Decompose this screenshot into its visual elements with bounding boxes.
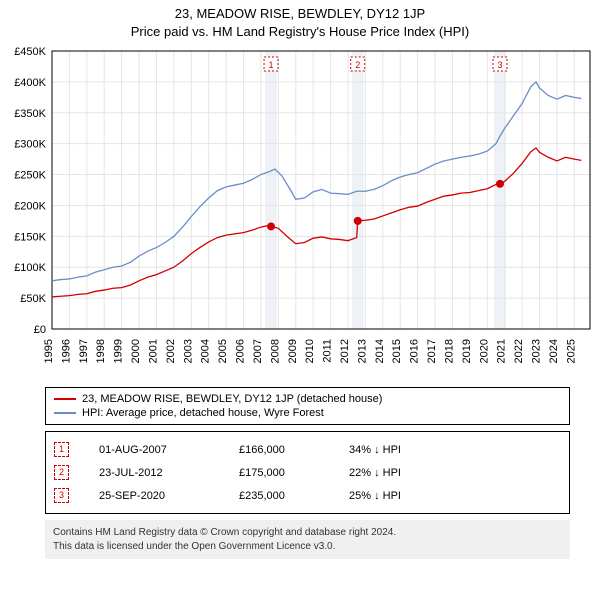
- svg-text:2019: 2019: [461, 339, 473, 363]
- svg-text:2016: 2016: [409, 339, 421, 363]
- svg-text:2001: 2001: [147, 339, 159, 363]
- svg-text:2023: 2023: [531, 339, 543, 363]
- svg-text:2002: 2002: [165, 339, 177, 363]
- svg-text:£200K: £200K: [14, 200, 46, 212]
- sale-row: 3 25-SEP-2020 £235,000 25% ↓ HPI: [54, 484, 561, 507]
- svg-text:2024: 2024: [548, 339, 560, 363]
- sale-row: 2 23-JUL-2012 £175,000 22% ↓ HPI: [54, 461, 561, 484]
- svg-text:2017: 2017: [426, 339, 438, 363]
- svg-text:2000: 2000: [130, 339, 142, 363]
- legend-item: HPI: Average price, detached house, Wyre…: [54, 406, 561, 420]
- svg-text:3: 3: [497, 60, 502, 70]
- svg-text:2003: 2003: [182, 339, 194, 363]
- svg-text:2008: 2008: [269, 339, 281, 363]
- sale-price: £235,000: [239, 490, 319, 502]
- sale-price: £166,000: [239, 444, 319, 456]
- svg-text:2011: 2011: [322, 339, 334, 363]
- sale-price: £175,000: [239, 467, 319, 479]
- sale-marker-icon: 3: [54, 488, 69, 503]
- sale-marker-icon: 2: [54, 465, 69, 480]
- svg-text:1999: 1999: [113, 339, 125, 363]
- sale-date: 01-AUG-2007: [99, 444, 209, 456]
- footer-line-2: This data is licensed under the Open Gov…: [53, 540, 562, 554]
- svg-text:£300K: £300K: [14, 139, 46, 151]
- svg-text:2013: 2013: [356, 339, 368, 363]
- legend-swatch: [54, 398, 76, 400]
- svg-text:2014: 2014: [374, 339, 386, 363]
- svg-text:1996: 1996: [60, 339, 72, 363]
- svg-text:£150K: £150K: [14, 231, 46, 243]
- sale-delta: 22% ↓ HPI: [349, 467, 401, 479]
- chart: £0 £50K £100K £150K £200K £250K £300K £350K £400…: [0, 41, 600, 381]
- title-address: 23, MEADOW RISE, BEWDLEY, DY12 1JP: [0, 6, 600, 21]
- svg-text:£100K: £100K: [14, 262, 46, 274]
- legend-item: 23, MEADOW RISE, BEWDLEY, DY12 1JP (deta…: [54, 392, 561, 406]
- svg-text:2021: 2021: [496, 339, 508, 363]
- footer-line-1: Contains HM Land Registry data © Crown c…: [53, 526, 562, 540]
- sale-row: 1 01-AUG-2007 £166,000 34% ↓ HPI: [54, 438, 561, 461]
- legend-swatch: [54, 412, 76, 414]
- svg-text:2018: 2018: [443, 339, 455, 363]
- title-block: 23, MEADOW RISE, BEWDLEY, DY12 1JP Price…: [0, 0, 600, 41]
- svg-text:2004: 2004: [200, 339, 212, 363]
- svg-text:2006: 2006: [235, 339, 247, 363]
- svg-text:2022: 2022: [513, 339, 525, 363]
- legend: 23, MEADOW RISE, BEWDLEY, DY12 1JP (deta…: [45, 387, 570, 425]
- svg-text:1998: 1998: [95, 339, 107, 363]
- sale-date: 25-SEP-2020: [99, 490, 209, 502]
- svg-text:2007: 2007: [252, 339, 264, 363]
- svg-text:2010: 2010: [304, 339, 316, 363]
- sale-delta: 25% ↓ HPI: [349, 490, 401, 502]
- footer-attribution: Contains HM Land Registry data © Crown c…: [45, 520, 570, 559]
- sale-date: 23-JUL-2012: [99, 467, 209, 479]
- legend-label: HPI: Average price, detached house, Wyre…: [82, 407, 324, 419]
- svg-text:2020: 2020: [478, 339, 490, 363]
- legend-label: 23, MEADOW RISE, BEWDLEY, DY12 1JP (deta…: [82, 393, 382, 405]
- sale-marker-icon: 1: [54, 442, 69, 457]
- svg-text:2009: 2009: [287, 339, 299, 363]
- chart-svg: £0 £50K £100K £150K £200K £250K £300K £350K £400…: [0, 41, 600, 381]
- chart-container: 23, MEADOW RISE, BEWDLEY, DY12 1JP Price…: [0, 0, 600, 559]
- svg-text:£50K: £50K: [20, 293, 46, 305]
- svg-text:2005: 2005: [217, 339, 229, 363]
- sale-delta: 34% ↓ HPI: [349, 444, 401, 456]
- svg-text:£350K: £350K: [14, 108, 46, 120]
- svg-text:2025: 2025: [565, 339, 577, 363]
- title-subtitle: Price paid vs. HM Land Registry's House …: [0, 24, 600, 39]
- svg-text:1997: 1997: [78, 339, 90, 363]
- svg-text:1995: 1995: [43, 339, 55, 363]
- svg-text:2015: 2015: [391, 339, 403, 363]
- svg-text:£0: £0: [34, 324, 46, 336]
- svg-text:£400K: £400K: [14, 77, 46, 89]
- svg-text:£450K: £450K: [14, 46, 46, 58]
- sales-table: 1 01-AUG-2007 £166,000 34% ↓ HPI 2 23-JUL-201…: [45, 431, 570, 514]
- svg-text:2: 2: [355, 60, 360, 70]
- svg-text:1: 1: [269, 60, 274, 70]
- svg-text:£250K: £250K: [14, 170, 46, 182]
- svg-text:2012: 2012: [339, 339, 351, 363]
